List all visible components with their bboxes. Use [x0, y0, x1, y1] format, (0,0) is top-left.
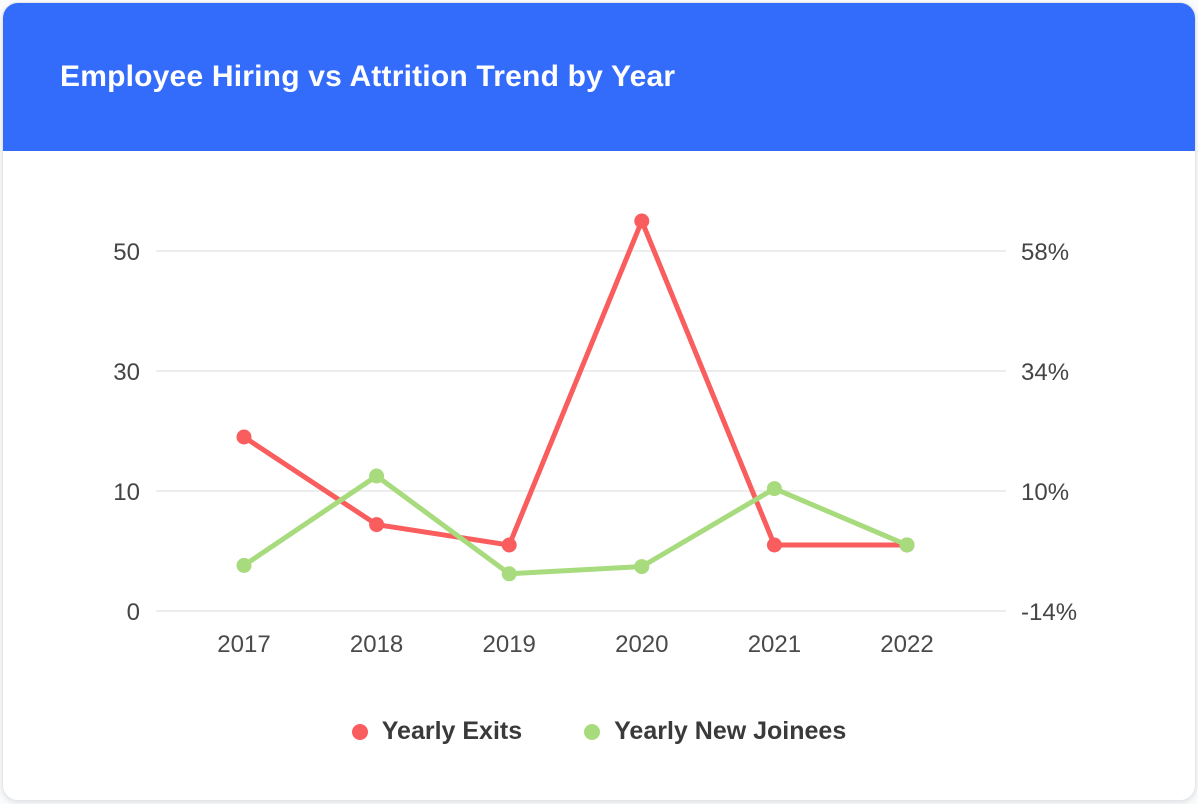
series-line-yearly-exits — [241, 218, 910, 548]
legend-label: Yearly Exits — [381, 717, 523, 745]
yearly-exits-marker-icon — [351, 723, 368, 740]
right-axis-tick-label: 10% — [1021, 479, 1069, 506]
legend-item-yearly-new-joinees[interactable]: Yearly New Joinees — [584, 717, 846, 746]
data-point-yearly-exits-2020[interactable] — [634, 213, 650, 229]
chart-legend: Yearly Exits Yearly New Joinees — [3, 717, 1195, 746]
chart-header: Employee Hiring vs Attrition Trend by Ye… — [3, 3, 1195, 151]
legend-label: Yearly New Joinees — [614, 717, 847, 745]
left-axis-tick-label: 10 — [113, 479, 140, 506]
left-axis-tick-label: 50 — [113, 239, 140, 266]
chart-body: 0 -14% 10 10% 30 34% 50 58% 2017 2018 2019 2020 2021… — [3, 151, 1195, 800]
left-axis-tick-label: 30 — [113, 359, 140, 386]
yearly-new-joinees-marker-icon — [584, 723, 601, 740]
x-axis-label-2020: 2020 — [615, 631, 668, 658]
data-point-yearly-new-joinees-2018[interactable] — [369, 468, 385, 484]
data-point-yearly-exits-2021[interactable] — [766, 537, 782, 553]
data-point-yearly-new-joinees-2017[interactable] — [236, 557, 252, 573]
right-axis-tick-label: -14% — [1021, 599, 1077, 626]
x-axis-label-2019: 2019 — [483, 631, 536, 658]
data-point-yearly-new-joinees-2019[interactable] — [501, 566, 517, 582]
data-point-yearly-new-joinees-2021[interactable] — [766, 481, 782, 497]
data-point-yearly-exits-2017[interactable] — [236, 429, 252, 445]
x-axis-label-2021: 2021 — [748, 631, 801, 658]
right-axis-tick-label: 58% — [1021, 239, 1069, 266]
series-line-yearly-new-joinees — [241, 473, 910, 577]
data-point-yearly-new-joinees-2020[interactable] — [634, 559, 650, 575]
data-point-yearly-exits-2018[interactable] — [369, 517, 385, 533]
x-axis-label-2017: 2017 — [217, 631, 270, 658]
trend-line-chart: 0 -14% 10 10% 30 34% 50 58% 2017 2018 2019 2020 2021… — [113, 213, 1077, 658]
x-axis-label-2022: 2022 — [880, 631, 933, 658]
right-axis-tick-label: 34% — [1021, 359, 1069, 386]
data-point-yearly-new-joinees-2022[interactable] — [899, 537, 915, 553]
data-point-yearly-exits-2019[interactable] — [501, 537, 517, 553]
x-axis-label-2018: 2018 — [350, 631, 403, 658]
legend-item-yearly-exits[interactable]: Yearly Exits — [351, 717, 523, 746]
left-axis-tick-label: 0 — [127, 599, 140, 626]
chart-title: Employee Hiring vs Attrition Trend by Ye… — [60, 60, 676, 93]
